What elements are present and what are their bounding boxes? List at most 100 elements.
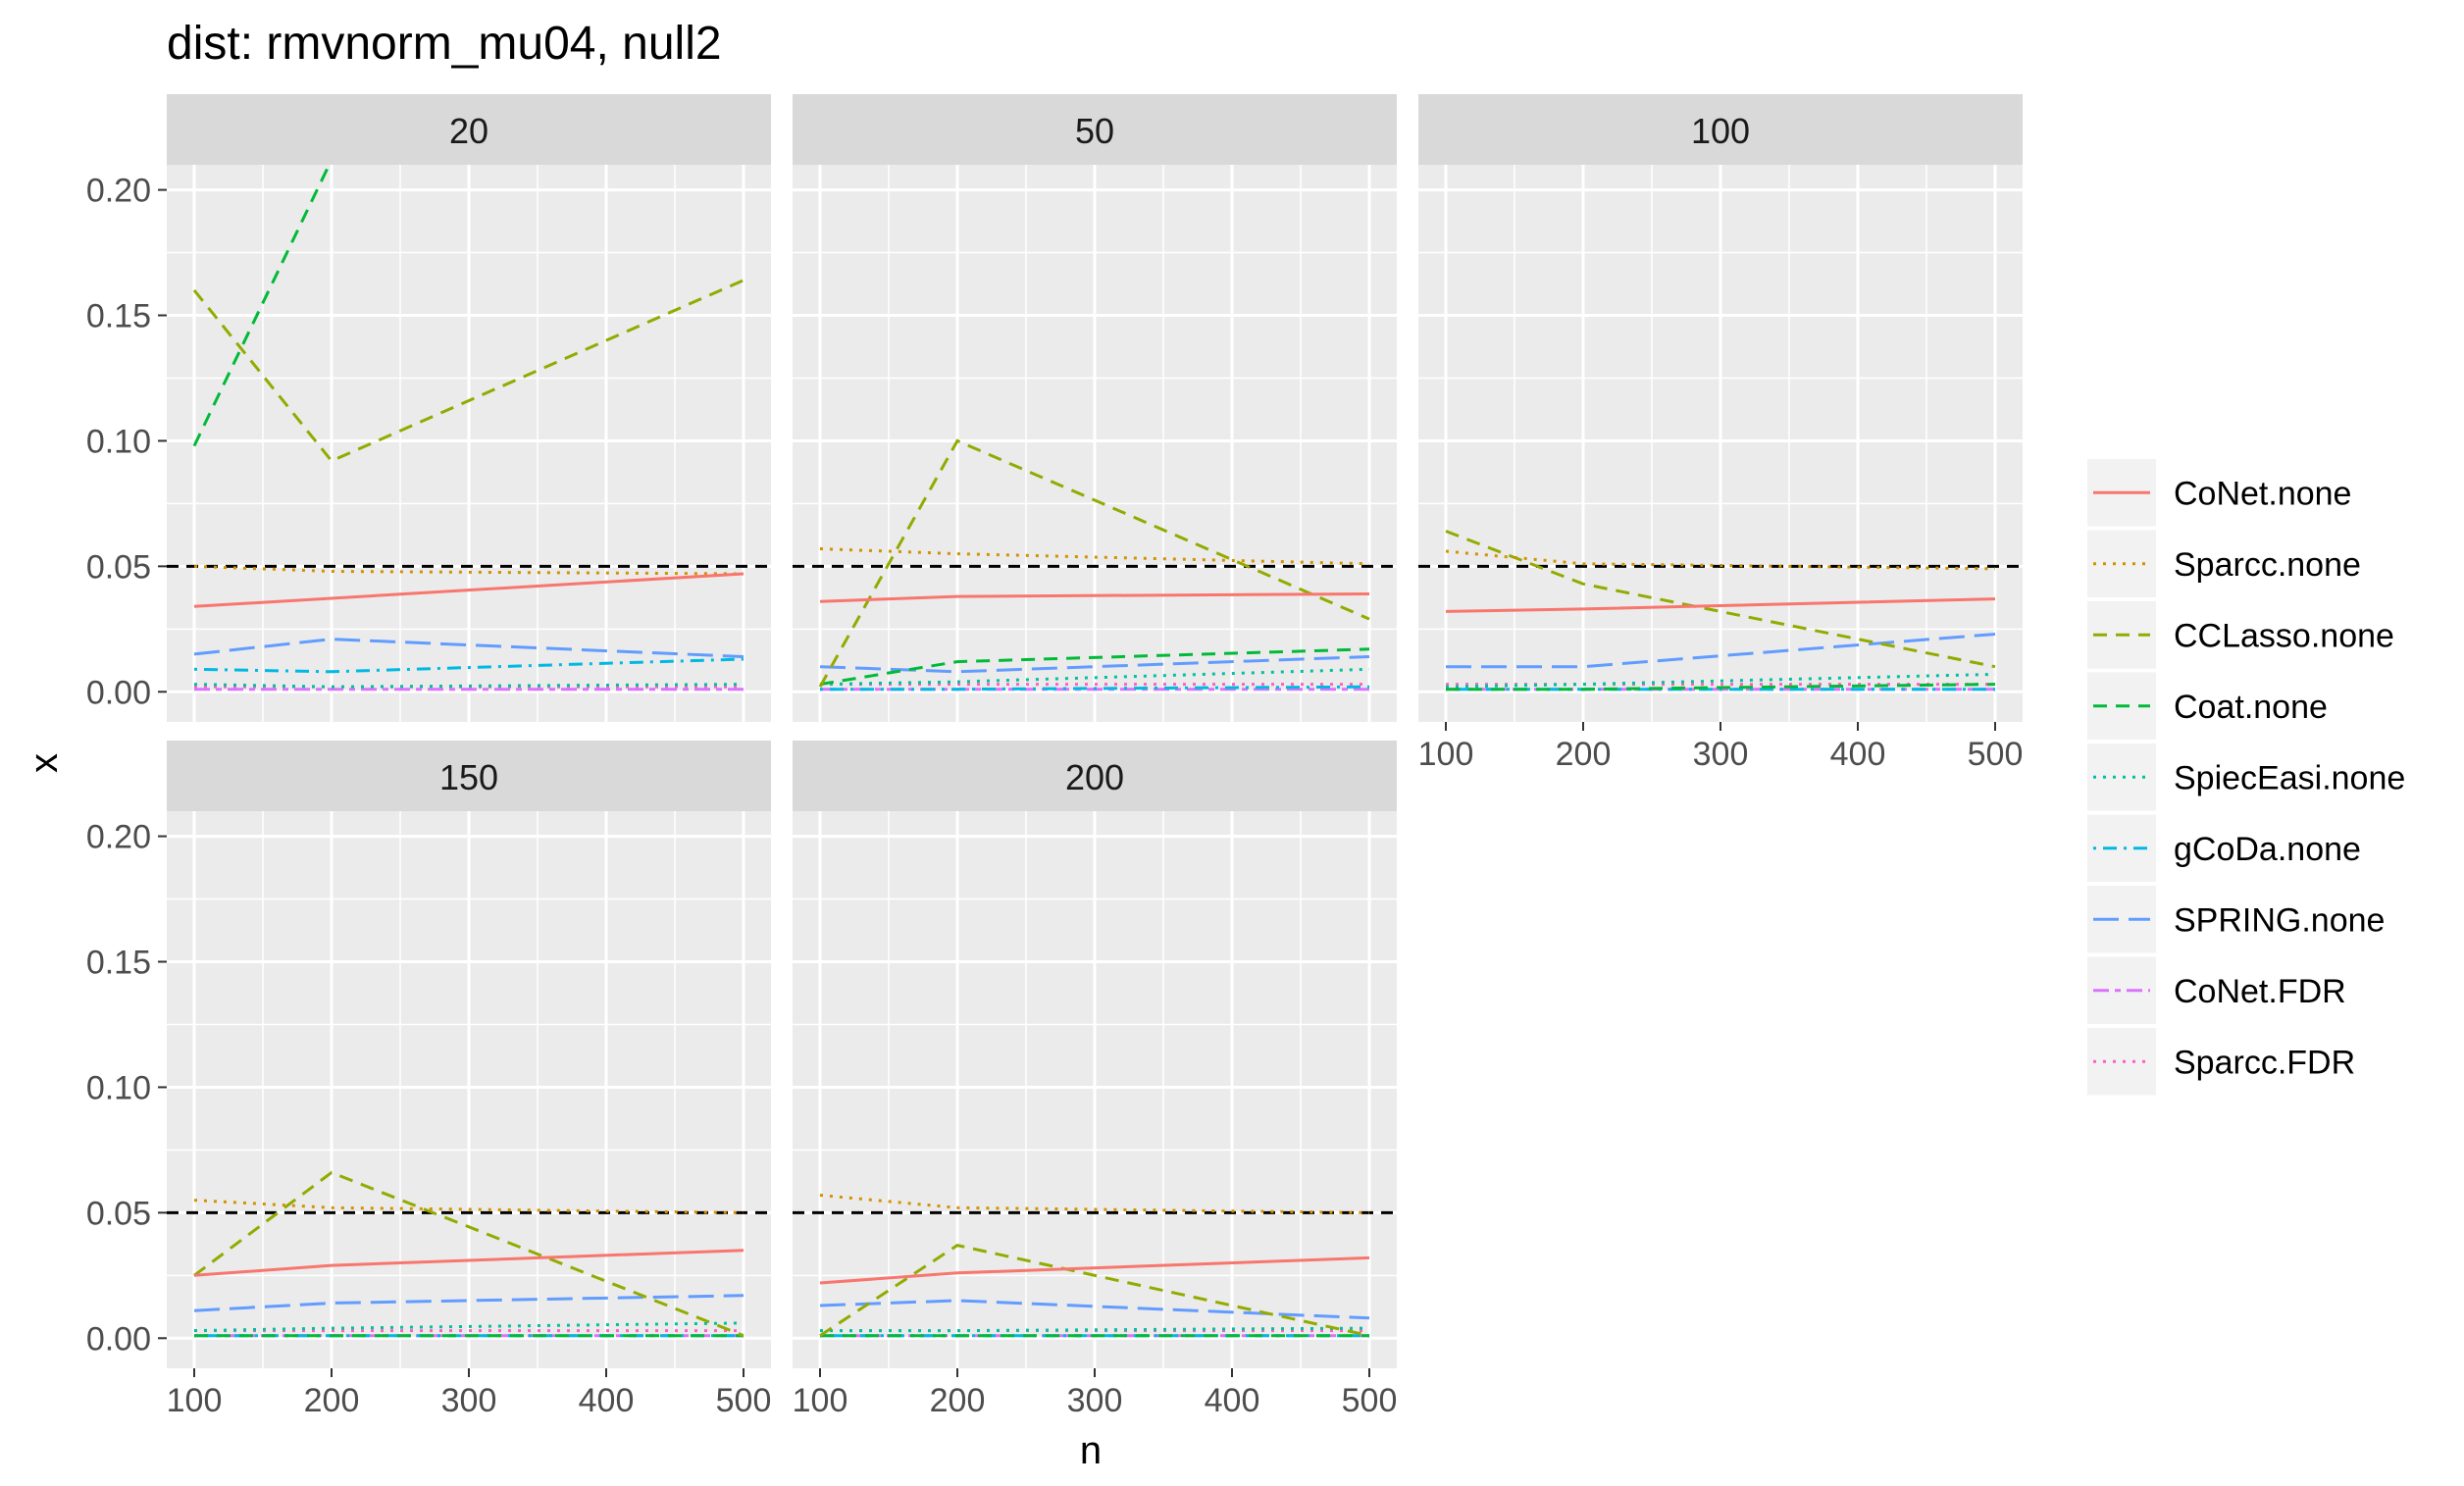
x-tick-label: 500 [1342, 1382, 1398, 1419]
series-line-cclasso-none [818, 438, 1370, 688]
legend-label: CoNet.none [2174, 475, 2351, 512]
x-tick-label: 200 [930, 1382, 986, 1419]
x-tick-label: 100 [793, 1382, 848, 1419]
series-line-gcoda-none [820, 685, 1370, 692]
series-line-conet-none [193, 572, 744, 608]
y-tick-label: 0.10 [86, 423, 151, 460]
y-tick-label: 0.20 [86, 819, 151, 856]
facet-panel-20: 20 0.00 0.05 0.10 0.15 0.20 [86, 94, 771, 722]
series-line-spring-none [193, 1294, 744, 1312]
x-tick-label: 500 [1968, 736, 2024, 773]
facet-strip-label: 50 [1075, 111, 1114, 151]
series-line-coat-none [192, 165, 332, 447]
facet-strip-label: 20 [449, 111, 488, 151]
legend-item: gCoDa.none [2087, 814, 2361, 882]
legend-label: Sparcc.FDR [2174, 1044, 2355, 1081]
series-line-spring-none [193, 638, 744, 658]
x-tick-label: 200 [1556, 736, 1612, 773]
series-line-sparcc-none [819, 1194, 1370, 1214]
legend-label: CCLasso.none [2174, 617, 2394, 654]
legend-item: SPRING.none [2087, 886, 2385, 953]
series-line-gcoda-none [193, 657, 744, 674]
y-tick-label: 0.20 [86, 173, 151, 210]
series-line-spring-none [819, 655, 1370, 674]
series-line-conet-none [819, 1255, 1370, 1285]
series-line-spieceasi-none [1445, 672, 1996, 689]
series-group [1418, 530, 2023, 692]
legend-key [2087, 530, 2156, 597]
series-line-conet-none [193, 1249, 744, 1277]
legend-key [2087, 743, 2156, 811]
legend-item: CCLasso.none [2087, 601, 2394, 669]
facet-strip [167, 94, 771, 165]
facet-strip [793, 741, 1397, 811]
series-line-spring-none [1446, 633, 1996, 669]
facet-panel-100: 100 100 200 300 400 500 [1418, 94, 2024, 773]
facet-strip [793, 94, 1397, 165]
x-tick-label: 400 [1830, 736, 1886, 773]
y-tick-label: 0.05 [86, 1195, 151, 1232]
x-tick-label: 500 [716, 1382, 772, 1419]
legend-label: SPRING.none [2174, 901, 2385, 939]
facet-panels: 20 0.00 0.05 0.10 0.15 0.20 50 100 100 200 300 400 5… [86, 94, 2024, 1419]
y-tick-label: 0.10 [86, 1069, 151, 1106]
legend-item: CoNet.none [2087, 459, 2351, 527]
legend-key [2087, 1028, 2156, 1096]
y-axis-label: x [23, 753, 66, 773]
x-tick-label: 300 [441, 1382, 497, 1419]
facet-strip-label: 100 [1691, 111, 1750, 151]
series-line-cclasso-none [1445, 530, 1996, 669]
facet-strip [167, 741, 771, 811]
series-line-spieceasi-none [820, 1326, 1370, 1333]
x-tick-label: 100 [167, 1382, 223, 1419]
legend-label: SpiecEasi.none [2174, 759, 2405, 796]
series-line-conet-none [1445, 597, 1996, 613]
y-tick-label: 0.15 [86, 945, 151, 982]
facet-strip-label: 150 [439, 757, 498, 797]
legend-item: Coat.none [2087, 672, 2328, 740]
series-line-spieceasi-none [819, 667, 1370, 687]
series-group [793, 1194, 1397, 1338]
series-line-coat-none [1446, 683, 1996, 692]
legend-item: CoNet.FDR [2087, 956, 2346, 1024]
y-tick-label: 0.00 [86, 674, 151, 711]
y-tick-label: 0.15 [86, 298, 151, 335]
series-group [167, 165, 771, 692]
series-line-cclasso-none [193, 1170, 744, 1338]
facet-panel-200: 200 100 200 300 400 500 [793, 741, 1398, 1419]
x-tick-label: 300 [1693, 736, 1749, 773]
y-tick-label: 0.05 [86, 548, 151, 586]
series-line-coat-none [819, 647, 1370, 687]
series-line-conet-none [819, 592, 1370, 603]
legend-label: Coat.none [2174, 689, 2328, 726]
legend-label: Sparcc.none [2174, 546, 2361, 584]
x-tick-label: 300 [1067, 1382, 1123, 1419]
series-line-cclasso-none [192, 279, 744, 463]
x-tick-label: 200 [304, 1382, 360, 1419]
series-group [167, 1170, 771, 1338]
series-line-sparcc-none [193, 1199, 744, 1214]
x-tick-label: 100 [1418, 736, 1474, 773]
legend-label: CoNet.FDR [2174, 973, 2346, 1010]
series-line-spieceasi-none [193, 683, 744, 689]
series-group [793, 438, 1397, 692]
facet-panel-150: 150 0.00 0.05 0.10 0.15 0.20 100 200 300 400 500 [86, 741, 772, 1419]
y-tick-label: 0.00 [86, 1320, 151, 1358]
series-line-sparcc-none [1445, 549, 1996, 571]
series-line-cclasso-none [819, 1243, 1370, 1338]
facet-strip-label: 200 [1065, 757, 1124, 797]
legend: CoNet.none Sparcc.none CCLasso.none Coat.no… [2087, 459, 2405, 1096]
x-tick-label: 400 [1205, 1382, 1260, 1419]
legend-label: gCoDa.none [2174, 831, 2361, 868]
facet-strip [1418, 94, 2023, 165]
legend-item: Sparcc.none [2087, 530, 2361, 597]
legend-item: Sparcc.FDR [2087, 1028, 2355, 1096]
facet-panel-50: 50 [793, 94, 1397, 722]
chart-title: dist: rmvnorm_mu04, null2 [167, 18, 722, 70]
x-tick-label: 400 [579, 1382, 635, 1419]
series-line-spieceasi-none [193, 1321, 744, 1333]
series-line-sparcc-none [193, 564, 744, 576]
series-line-sparcc-none [819, 547, 1370, 566]
legend-item: SpiecEasi.none [2087, 743, 2405, 811]
